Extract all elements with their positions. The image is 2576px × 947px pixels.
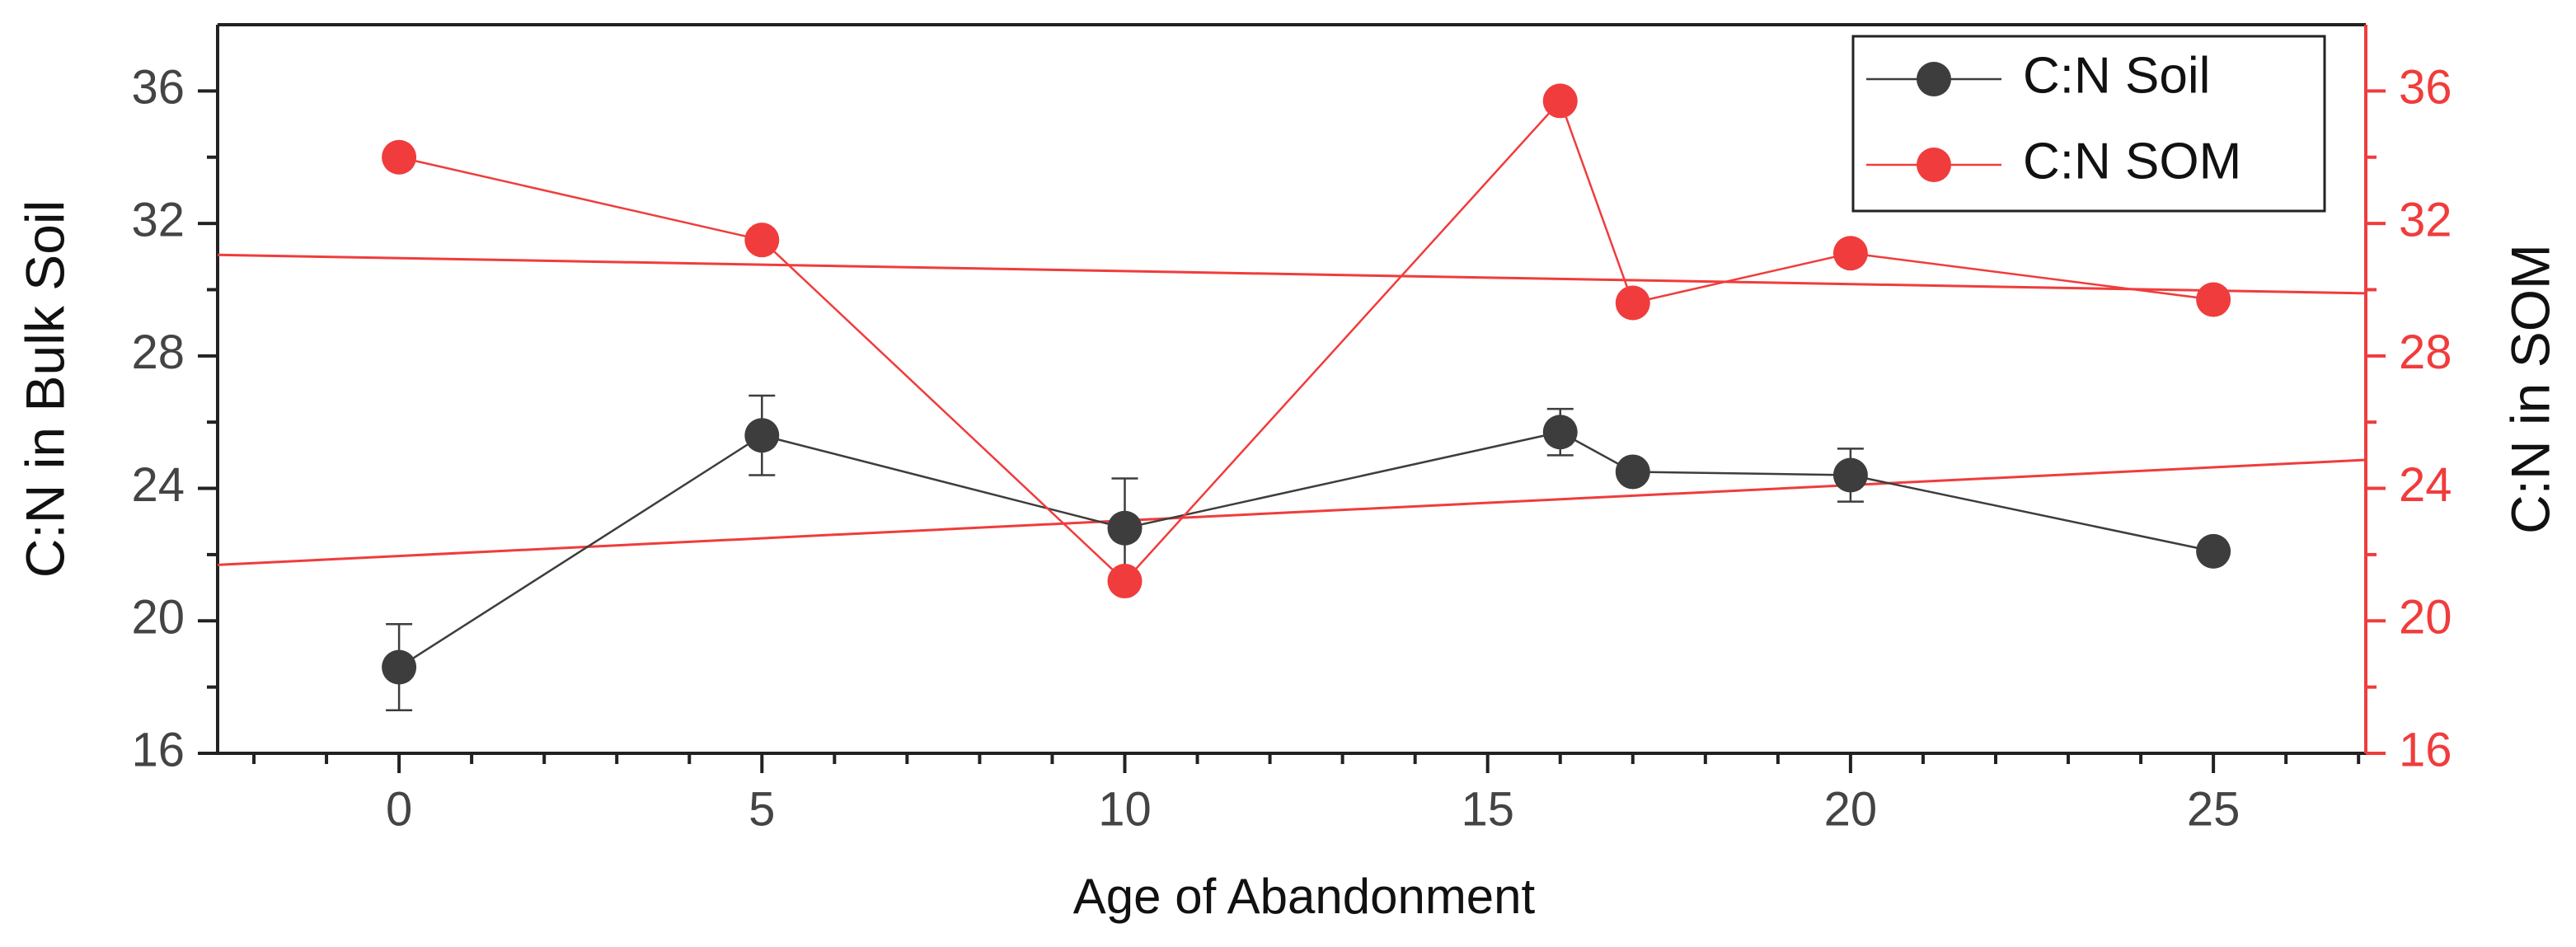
- x-axis-title: Age of Abandonment: [1073, 869, 1536, 924]
- y2-tick-label: 24: [2399, 458, 2452, 512]
- marker: [2196, 282, 2231, 317]
- y-tick-label: 16: [131, 723, 185, 776]
- marker: [1107, 510, 1143, 546]
- y2-tick-label: 20: [2399, 591, 2452, 645]
- marker: [1615, 285, 1650, 321]
- marker: [744, 418, 780, 453]
- x-tick-label: 20: [1824, 782, 1878, 836]
- fit-line: [217, 253, 2367, 295]
- y2-tick-label: 36: [2399, 61, 2452, 115]
- x-tick-label: 25: [2187, 782, 2241, 836]
- series-line: [398, 430, 2214, 668]
- x-tick-label: 0: [386, 782, 412, 836]
- marker: [1542, 415, 1578, 450]
- x-tick-label: 15: [1461, 782, 1514, 836]
- marker: [1832, 457, 1868, 493]
- y-tick-label: 32: [131, 193, 185, 246]
- marker: [1615, 454, 1650, 490]
- marker: [1832, 236, 1868, 271]
- marker: [382, 649, 417, 685]
- marker: [382, 139, 417, 175]
- legend-marker: [1917, 62, 1951, 96]
- legend-label: C:N SOM: [2023, 133, 2241, 190]
- y-tick-label: 20: [131, 591, 185, 645]
- x-tick-label: 5: [748, 782, 775, 836]
- legend-label: C:N Soil: [2023, 47, 2210, 104]
- y2-tick-label: 32: [2399, 193, 2452, 246]
- y-axis-title: C:N in Bulk Soil: [14, 200, 75, 579]
- y-tick-label: 24: [131, 458, 185, 512]
- y2-axis-title: C:N in SOM: [2499, 244, 2560, 534]
- marker: [744, 223, 780, 258]
- y-tick-label: 36: [131, 61, 185, 115]
- marker: [2196, 533, 2231, 569]
- y-tick-label: 28: [131, 326, 185, 379]
- x-tick-label: 10: [1098, 782, 1152, 836]
- y2-tick-label: 16: [2399, 723, 2452, 776]
- marker: [1107, 564, 1143, 599]
- y2-tick-label: 28: [2399, 326, 2452, 379]
- fit-line: [217, 458, 2367, 566]
- marker: [1542, 83, 1578, 119]
- legend-marker: [1917, 148, 1951, 182]
